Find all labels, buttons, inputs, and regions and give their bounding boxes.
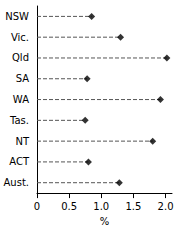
svg-text:0.5: 0.5	[61, 201, 77, 212]
svg-text:Vic.: Vic.	[11, 32, 29, 43]
svg-text:NT: NT	[15, 136, 29, 147]
svg-text:ACT: ACT	[9, 156, 30, 167]
svg-text:2.0: 2.0	[158, 201, 174, 212]
svg-text:SA: SA	[16, 73, 30, 84]
svg-text:Tas.: Tas.	[9, 115, 29, 126]
svg-text:NSW: NSW	[5, 11, 29, 22]
svg-text:0: 0	[34, 201, 40, 212]
svg-text:%: %	[100, 216, 110, 227]
svg-text:WA: WA	[13, 94, 29, 105]
svg-text:Qld: Qld	[12, 52, 29, 63]
svg-text:1.0: 1.0	[93, 201, 109, 212]
svg-text:1.5: 1.5	[125, 201, 141, 212]
svg-text:Aust.: Aust.	[4, 177, 30, 188]
